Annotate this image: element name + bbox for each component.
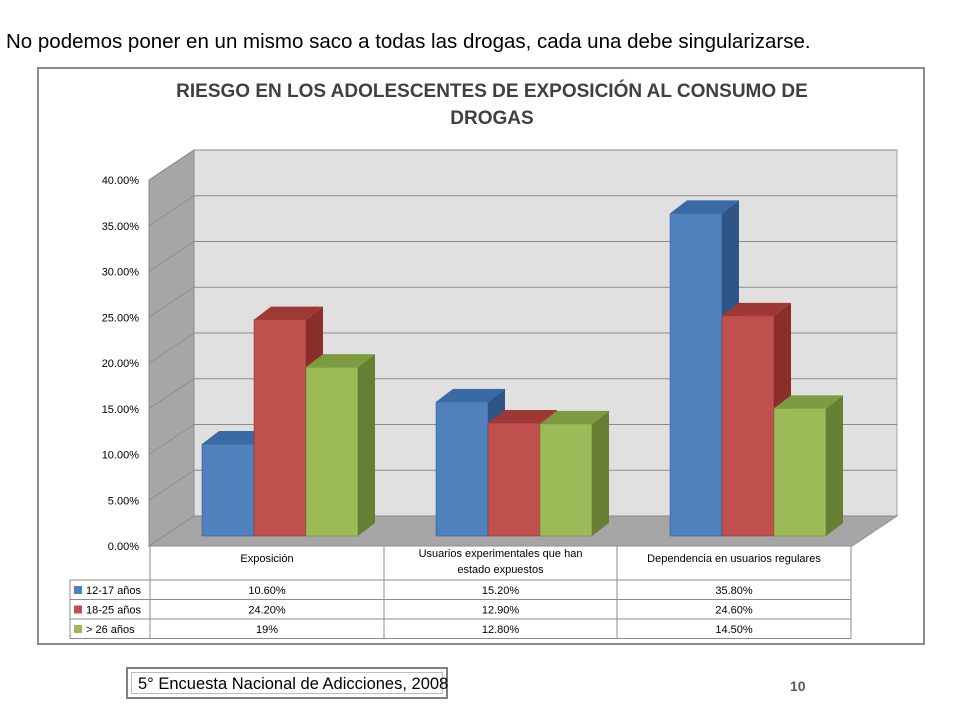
data-label: 12.80% — [482, 624, 520, 636]
bar — [305, 366, 359, 537]
bar-side — [592, 410, 609, 536]
y-tick-label: 35.00% — [102, 221, 140, 233]
gridline-side — [148, 332, 195, 364]
gridline-side — [148, 286, 195, 318]
data-label: 14.50% — [715, 624, 753, 636]
gridline-side — [148, 195, 195, 227]
bar — [487, 422, 541, 537]
x-category-label: estado expuestos — [457, 564, 544, 576]
data-label: 24.20% — [248, 605, 286, 617]
bar-top — [254, 306, 323, 320]
y-tick-label: 0.00% — [108, 541, 139, 553]
bar-top — [540, 410, 609, 424]
gridline-side — [148, 469, 195, 501]
bar-side — [358, 354, 375, 536]
bar-top — [488, 409, 557, 423]
data-label: 24.60% — [715, 605, 753, 617]
y-tick-label: 15.00% — [102, 404, 140, 416]
page-number: 10 — [790, 678, 806, 694]
gridline-side — [148, 378, 195, 410]
data-label: 19% — [256, 624, 278, 636]
bar-top — [670, 200, 739, 214]
bar-top — [306, 354, 375, 368]
bar — [201, 443, 255, 537]
slide-title: No podemos poner en un mismo saco a toda… — [6, 30, 811, 53]
bar — [721, 315, 775, 537]
bar-top — [722, 302, 791, 316]
y-tick-label: 10.00% — [102, 450, 140, 462]
legend-swatch — [74, 605, 82, 614]
y-tick-label: 30.00% — [102, 267, 140, 279]
bar-top — [774, 395, 843, 409]
y-tick-label: 5.00% — [108, 495, 139, 507]
bar — [539, 423, 593, 537]
y-tick-label: 20.00% — [102, 358, 140, 370]
gridline-side — [148, 149, 195, 181]
x-category-label: Usuarios experimentales que han — [419, 548, 583, 560]
chart-title-line: RIESGO EN LOS ADOLESCENTES DE EXPOSICIÓN… — [176, 80, 808, 102]
chart-title-line: DROGAS — [450, 108, 533, 129]
bar — [435, 401, 489, 537]
gridline-side — [148, 241, 195, 272]
legend-swatch — [74, 625, 82, 633]
source-text: 5° Encuesta Nacional de Adicciones, 2008 — [138, 675, 449, 693]
source-box: 5° Encuesta Nacional de Adicciones, 2008 — [126, 667, 448, 699]
data-label: 15.20% — [482, 585, 520, 597]
bar-top — [436, 388, 505, 402]
legend-swatch — [74, 586, 82, 594]
bar — [253, 319, 307, 537]
y-tick-label: 40.00% — [102, 175, 140, 187]
gridline-side — [148, 424, 195, 455]
bar — [773, 408, 827, 537]
data-label: 35.80% — [715, 585, 753, 597]
bar-side — [826, 395, 843, 536]
y-tick-label: 25.00% — [102, 312, 140, 324]
legend-series-name: 12-17 años — [86, 585, 142, 597]
legend-series-name: 18-25 años — [86, 605, 142, 617]
data-label: 10.60% — [248, 585, 286, 597]
bar — [669, 213, 723, 537]
legend-series-name: > 26 años — [86, 624, 135, 636]
chart-frame: RIESGO EN LOS ADOLESCENTES DE EXPOSICIÓN… — [37, 67, 925, 645]
data-label: 12.90% — [482, 605, 520, 617]
bar-chart: RIESGO EN LOS ADOLESCENTES DE EXPOSICIÓN… — [69, 80, 899, 639]
x-category-label: Dependencia en usuarios regulares — [647, 553, 821, 565]
x-category-label: Exposición — [240, 553, 293, 565]
